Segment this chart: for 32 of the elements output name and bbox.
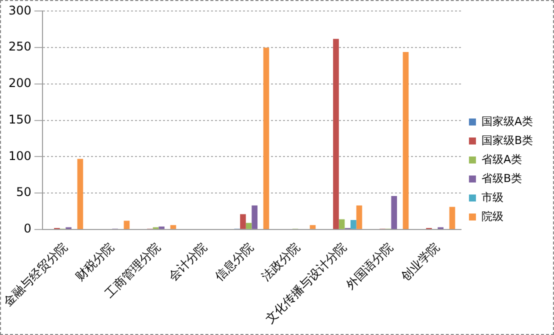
legend-label: 国家级B类 xyxy=(481,134,533,147)
bar xyxy=(77,158,84,229)
bar xyxy=(350,220,356,229)
bar xyxy=(263,48,270,229)
bar xyxy=(449,206,456,229)
legend-label: 省级A类 xyxy=(481,152,522,166)
y-tick-label: 0 xyxy=(24,222,32,236)
legend-label: 省级B类 xyxy=(481,172,522,185)
y-tick-label: 200 xyxy=(8,76,32,90)
bar xyxy=(252,205,258,229)
bar xyxy=(124,220,130,229)
y-tick-label: 50 xyxy=(16,185,32,200)
y-tick-label: 300 xyxy=(8,3,32,18)
legend-label: 院级 xyxy=(481,210,504,223)
x-tick-label: 金融与经贸分院 xyxy=(0,240,70,310)
x-tick-label: 信息分院 xyxy=(212,240,256,284)
bar xyxy=(338,219,345,229)
bar xyxy=(333,38,339,229)
bar xyxy=(310,225,316,229)
x-tick-label: 会计分院 xyxy=(166,240,210,284)
bar xyxy=(402,52,409,229)
bar xyxy=(356,205,362,229)
y-tick-label: 250 xyxy=(8,40,32,54)
bar xyxy=(391,196,398,229)
bar xyxy=(246,222,252,229)
y-tick-label: 150 xyxy=(8,112,32,126)
y-tick-label: 100 xyxy=(8,148,32,163)
legend-label: 国家级A类 xyxy=(481,114,533,128)
bar xyxy=(170,225,176,229)
bar xyxy=(240,214,246,229)
legend-label: 市级 xyxy=(481,190,504,204)
x-tick-label: 创业学院 xyxy=(398,240,442,284)
